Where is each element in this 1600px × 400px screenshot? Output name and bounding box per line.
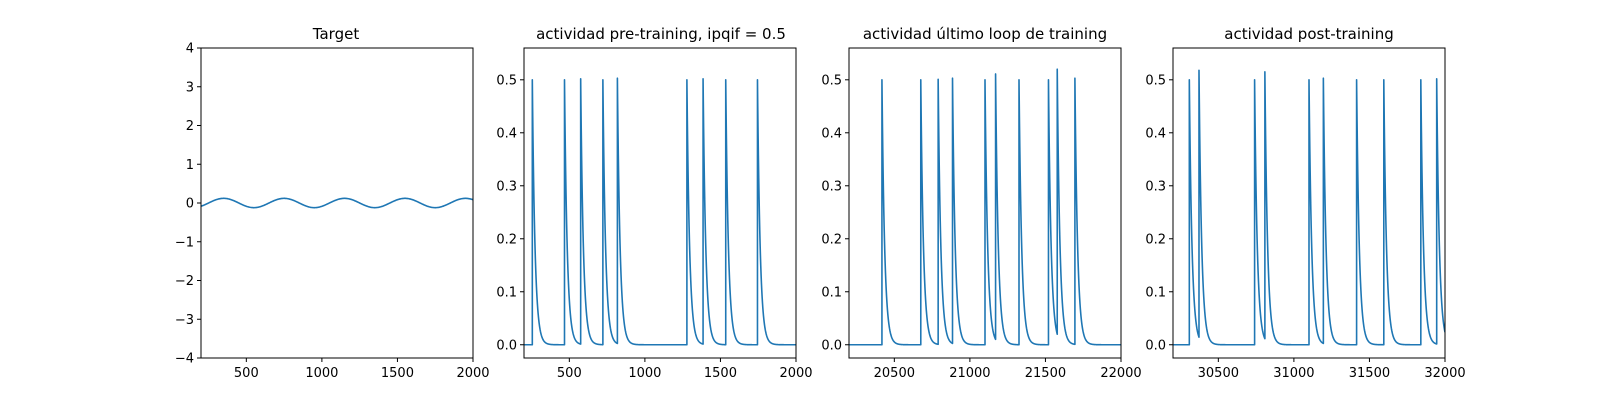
y-tick-label: −3 [175, 313, 194, 328]
y-tick-label: 0.5 [821, 73, 842, 88]
y-tick-label: 0.2 [821, 232, 842, 247]
y-tick-label: 0 [186, 197, 194, 212]
x-tick-label: 32000 [1424, 366, 1465, 381]
y-tick-label: 0.4 [821, 126, 842, 141]
y-tick-label: 0.0 [496, 338, 517, 353]
series-line [1173, 69, 1445, 346]
y-tick-label: 0.0 [821, 338, 842, 353]
x-tick-label: 500 [557, 366, 582, 381]
x-tick-label: 500 [234, 366, 259, 381]
y-tick-label: −2 [175, 274, 194, 289]
y-tick-label: 0.2 [1145, 232, 1166, 247]
axes-frame [523, 47, 797, 359]
series-line [849, 68, 1121, 346]
y-tick-label: −1 [175, 235, 194, 250]
y-tick-label: 0.2 [496, 232, 517, 247]
panel-target: Target 500 1000 1500 2000 −4 −3 −2 −1 0 1 2 3 4 [175, 25, 490, 381]
y-tick-label: 1 [186, 158, 194, 173]
plot-area: 20500 21000 21500 22000 0.0 0.1 0.2 0.3 0.4 0.5 [821, 68, 1142, 381]
y-tick-label: 0.3 [1145, 179, 1166, 194]
y-tick-label: 0.3 [821, 179, 842, 194]
x-tick-label: 1500 [381, 366, 414, 381]
x-tick-label: 31500 [1349, 366, 1390, 381]
y-tick-label: 0.1 [496, 285, 517, 300]
panel-pre-training: actividad pre-training, ipqif = 0.5 500 1… [496, 25, 812, 381]
plot-area: 500 1000 1500 2000 −4 −3 −2 −1 0 1 2 3 4 [175, 42, 490, 382]
y-tick-label: 0.5 [1145, 73, 1166, 88]
axes-frame [200, 47, 474, 359]
panel-title: actividad post-training [1224, 25, 1393, 43]
series-line [524, 77, 796, 346]
panel-title: actividad pre-training, ipqif = 0.5 [536, 25, 786, 43]
x-tick-label: 22000 [1100, 366, 1141, 381]
y-tick-label: 0.4 [1145, 126, 1166, 141]
y-tick-label: 0.0 [1145, 338, 1166, 353]
x-tick-label: 31000 [1273, 366, 1314, 381]
y-tick-label: 3 [186, 80, 194, 95]
x-tick-label: 21500 [1025, 366, 1066, 381]
x-tick-label: 20500 [874, 366, 915, 381]
y-tick-label: 2 [186, 119, 194, 134]
y-tick-label: 0.4 [496, 126, 517, 141]
panel-post-training: actividad post-training 30500 31000 31500 3… [1145, 25, 1465, 381]
y-tick-label: 0.1 [821, 285, 842, 300]
x-tick-label: 1000 [305, 366, 338, 381]
x-tick-label: 1500 [704, 366, 737, 381]
plot-area: 30500 31000 31500 32000 0.0 0.1 0.2 0.3 0.4 0.5 [1145, 69, 1466, 381]
axes-frame [848, 47, 1122, 359]
x-tick-label: 2000 [779, 366, 812, 381]
y-tick-label: −4 [175, 352, 194, 367]
panel-title: Target [312, 25, 360, 43]
y-tick-label: 0.3 [496, 179, 517, 194]
y-tick-label: 0.5 [496, 73, 517, 88]
panel-title: actividad último loop de training [863, 25, 1107, 43]
x-tick-label: 2000 [456, 366, 489, 381]
y-tick-label: 0.1 [1145, 285, 1166, 300]
series-line [201, 197, 473, 209]
axes-frame [1172, 47, 1446, 359]
y-tick-label: 4 [186, 42, 194, 57]
x-tick-label: 30500 [1198, 366, 1239, 381]
x-tick-label: 1000 [628, 366, 661, 381]
x-tick-label: 21000 [949, 366, 990, 381]
plot-area: 500 1000 1500 2000 0.0 0.1 0.2 0.3 0.4 0.5 [496, 73, 812, 381]
panel-last-training-loop: actividad último loop de training 20500 2… [821, 25, 1141, 381]
